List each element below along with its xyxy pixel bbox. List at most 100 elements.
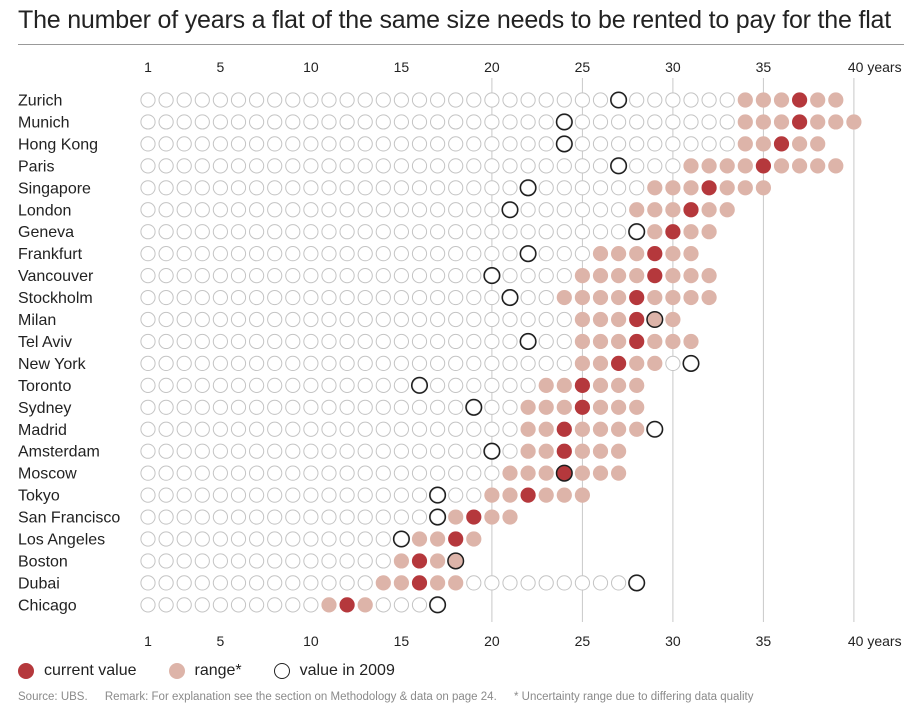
dot-empty <box>140 443 156 459</box>
dot-empty <box>321 443 337 459</box>
dot-empty <box>140 158 156 174</box>
dot-empty <box>285 553 301 569</box>
dot-empty <box>701 92 717 108</box>
dot-empty <box>357 224 373 240</box>
dot-empty <box>574 114 591 130</box>
dot-empty <box>176 224 192 240</box>
dot-empty <box>538 158 554 174</box>
dot-empty <box>249 311 265 328</box>
dot-range <box>755 92 772 108</box>
dot-empty <box>538 355 554 371</box>
dot-current <box>556 421 572 437</box>
dot-empty <box>285 377 301 393</box>
dot-empty <box>285 597 301 613</box>
dot-empty <box>430 333 446 350</box>
dot-empty <box>303 377 319 393</box>
dot-empty <box>249 92 265 108</box>
dot-2009 <box>610 91 628 109</box>
city-label: Moscow <box>18 466 77 483</box>
dot-range <box>683 224 699 240</box>
dot-empty <box>411 355 428 371</box>
dot-empty <box>393 289 409 306</box>
dot-empty <box>484 421 500 437</box>
dot-current <box>556 465 572 481</box>
dot-empty <box>393 92 409 108</box>
dot-2009 <box>646 420 664 438</box>
dot-empty <box>502 224 518 240</box>
dot-empty <box>466 399 482 415</box>
dot-empty <box>466 136 482 152</box>
dot-empty <box>194 399 210 415</box>
dot-range <box>611 311 627 328</box>
dot-range <box>430 553 446 569</box>
dot-2009 <box>519 179 537 197</box>
dot-range <box>556 377 572 393</box>
dot-empty <box>158 224 174 240</box>
dot-empty <box>303 553 319 569</box>
dot-empty <box>176 136 192 152</box>
dot-empty <box>303 355 319 371</box>
dot-empty <box>538 114 554 130</box>
dot-range <box>611 421 627 437</box>
dot-empty <box>375 158 391 174</box>
dot-empty <box>176 246 192 262</box>
dot-empty <box>176 180 192 196</box>
city-label: Madrid <box>18 422 67 439</box>
dot-empty <box>411 92 428 108</box>
dot-empty <box>140 399 156 415</box>
remark-text: Remark: For explanation see the section … <box>104 691 497 703</box>
dot-empty <box>140 487 156 503</box>
dot-empty <box>176 202 192 218</box>
dot-empty <box>285 509 301 525</box>
dot-empty <box>520 92 536 108</box>
dot-empty <box>611 136 627 152</box>
dot-empty <box>430 597 446 613</box>
dot-range <box>629 268 645 284</box>
dot-empty <box>466 487 482 503</box>
dot-empty <box>357 531 373 547</box>
dot-range <box>592 465 609 481</box>
dot-empty <box>665 136 681 152</box>
dot-range <box>538 377 554 393</box>
dot-empty <box>212 114 228 130</box>
dot-empty <box>303 575 319 591</box>
dot-empty <box>230 487 247 503</box>
city-label: Chicago <box>18 597 77 614</box>
dot-empty <box>393 399 409 415</box>
dot-empty <box>230 114 247 130</box>
dot-empty <box>719 92 735 108</box>
dot-empty <box>375 597 391 613</box>
dot-range <box>592 399 609 415</box>
tick-label-top-25: 25 <box>575 59 591 75</box>
dot-empty <box>230 443 247 459</box>
dot-empty <box>249 333 265 350</box>
dot-empty <box>611 114 627 130</box>
legend: current value range* value in 2009 <box>18 658 427 684</box>
dot-current <box>339 597 355 613</box>
dot-empty <box>303 158 319 174</box>
tick-label-bottom-40: 40 years <box>848 633 902 649</box>
dot-empty <box>140 597 156 613</box>
dot-empty <box>357 289 373 306</box>
dot-empty <box>285 311 301 328</box>
dot-empty <box>375 92 391 108</box>
dot-empty <box>267 224 283 240</box>
dot-empty <box>502 443 518 459</box>
dot-range <box>556 289 572 306</box>
dot-empty <box>230 597 247 613</box>
city-label: Los Angeles <box>18 532 105 549</box>
dot-empty <box>574 575 591 591</box>
dot-empty <box>393 443 409 459</box>
dot-empty <box>393 421 409 437</box>
dot-empty <box>502 311 518 328</box>
dot-empty <box>303 333 319 350</box>
dot-current <box>574 377 591 393</box>
dot-empty <box>592 180 609 196</box>
dot-empty <box>448 399 464 415</box>
dot-empty <box>194 311 210 328</box>
dot-empty <box>230 399 247 415</box>
dot-current <box>665 224 681 240</box>
dot-empty <box>176 531 192 547</box>
dot-range <box>574 333 591 350</box>
dot-empty <box>303 180 319 196</box>
